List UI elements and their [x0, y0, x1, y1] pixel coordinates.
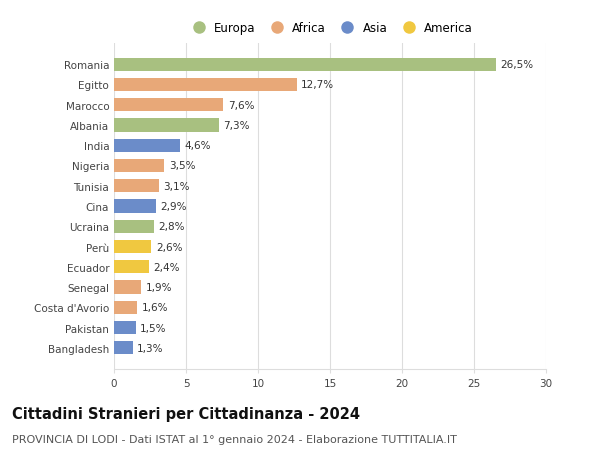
Text: 3,5%: 3,5% — [169, 161, 195, 171]
Bar — [114, 58, 496, 72]
Bar — [114, 160, 164, 173]
Text: 7,6%: 7,6% — [228, 101, 254, 111]
Text: Cittadini Stranieri per Cittadinanza - 2024: Cittadini Stranieri per Cittadinanza - 2… — [12, 406, 360, 421]
Text: 1,6%: 1,6% — [142, 302, 168, 313]
Text: 2,6%: 2,6% — [156, 242, 182, 252]
Bar — [114, 99, 223, 112]
Bar — [114, 321, 136, 335]
Bar — [114, 281, 142, 294]
Text: 7,3%: 7,3% — [223, 121, 250, 131]
Bar — [114, 200, 156, 213]
Text: 12,7%: 12,7% — [301, 80, 334, 90]
Bar — [114, 180, 158, 193]
Text: 4,6%: 4,6% — [185, 141, 211, 151]
Text: 1,5%: 1,5% — [140, 323, 166, 333]
Bar — [114, 119, 219, 132]
Bar — [114, 241, 151, 253]
Text: PROVINCIA DI LODI - Dati ISTAT al 1° gennaio 2024 - Elaborazione TUTTITALIA.IT: PROVINCIA DI LODI - Dati ISTAT al 1° gen… — [12, 434, 457, 444]
Text: 26,5%: 26,5% — [500, 60, 533, 70]
Text: 1,3%: 1,3% — [137, 343, 164, 353]
Bar — [114, 140, 180, 152]
Bar — [114, 220, 154, 233]
Text: 2,4%: 2,4% — [153, 262, 179, 272]
Bar — [114, 341, 133, 355]
Text: 2,8%: 2,8% — [158, 222, 185, 232]
Bar — [114, 261, 149, 274]
Bar — [114, 301, 137, 314]
Text: 2,9%: 2,9% — [160, 202, 187, 212]
Text: 1,9%: 1,9% — [146, 282, 172, 292]
Text: 3,1%: 3,1% — [163, 181, 190, 191]
Legend: Europa, Africa, Asia, America: Europa, Africa, Asia, America — [182, 17, 478, 39]
Bar — [114, 78, 297, 92]
